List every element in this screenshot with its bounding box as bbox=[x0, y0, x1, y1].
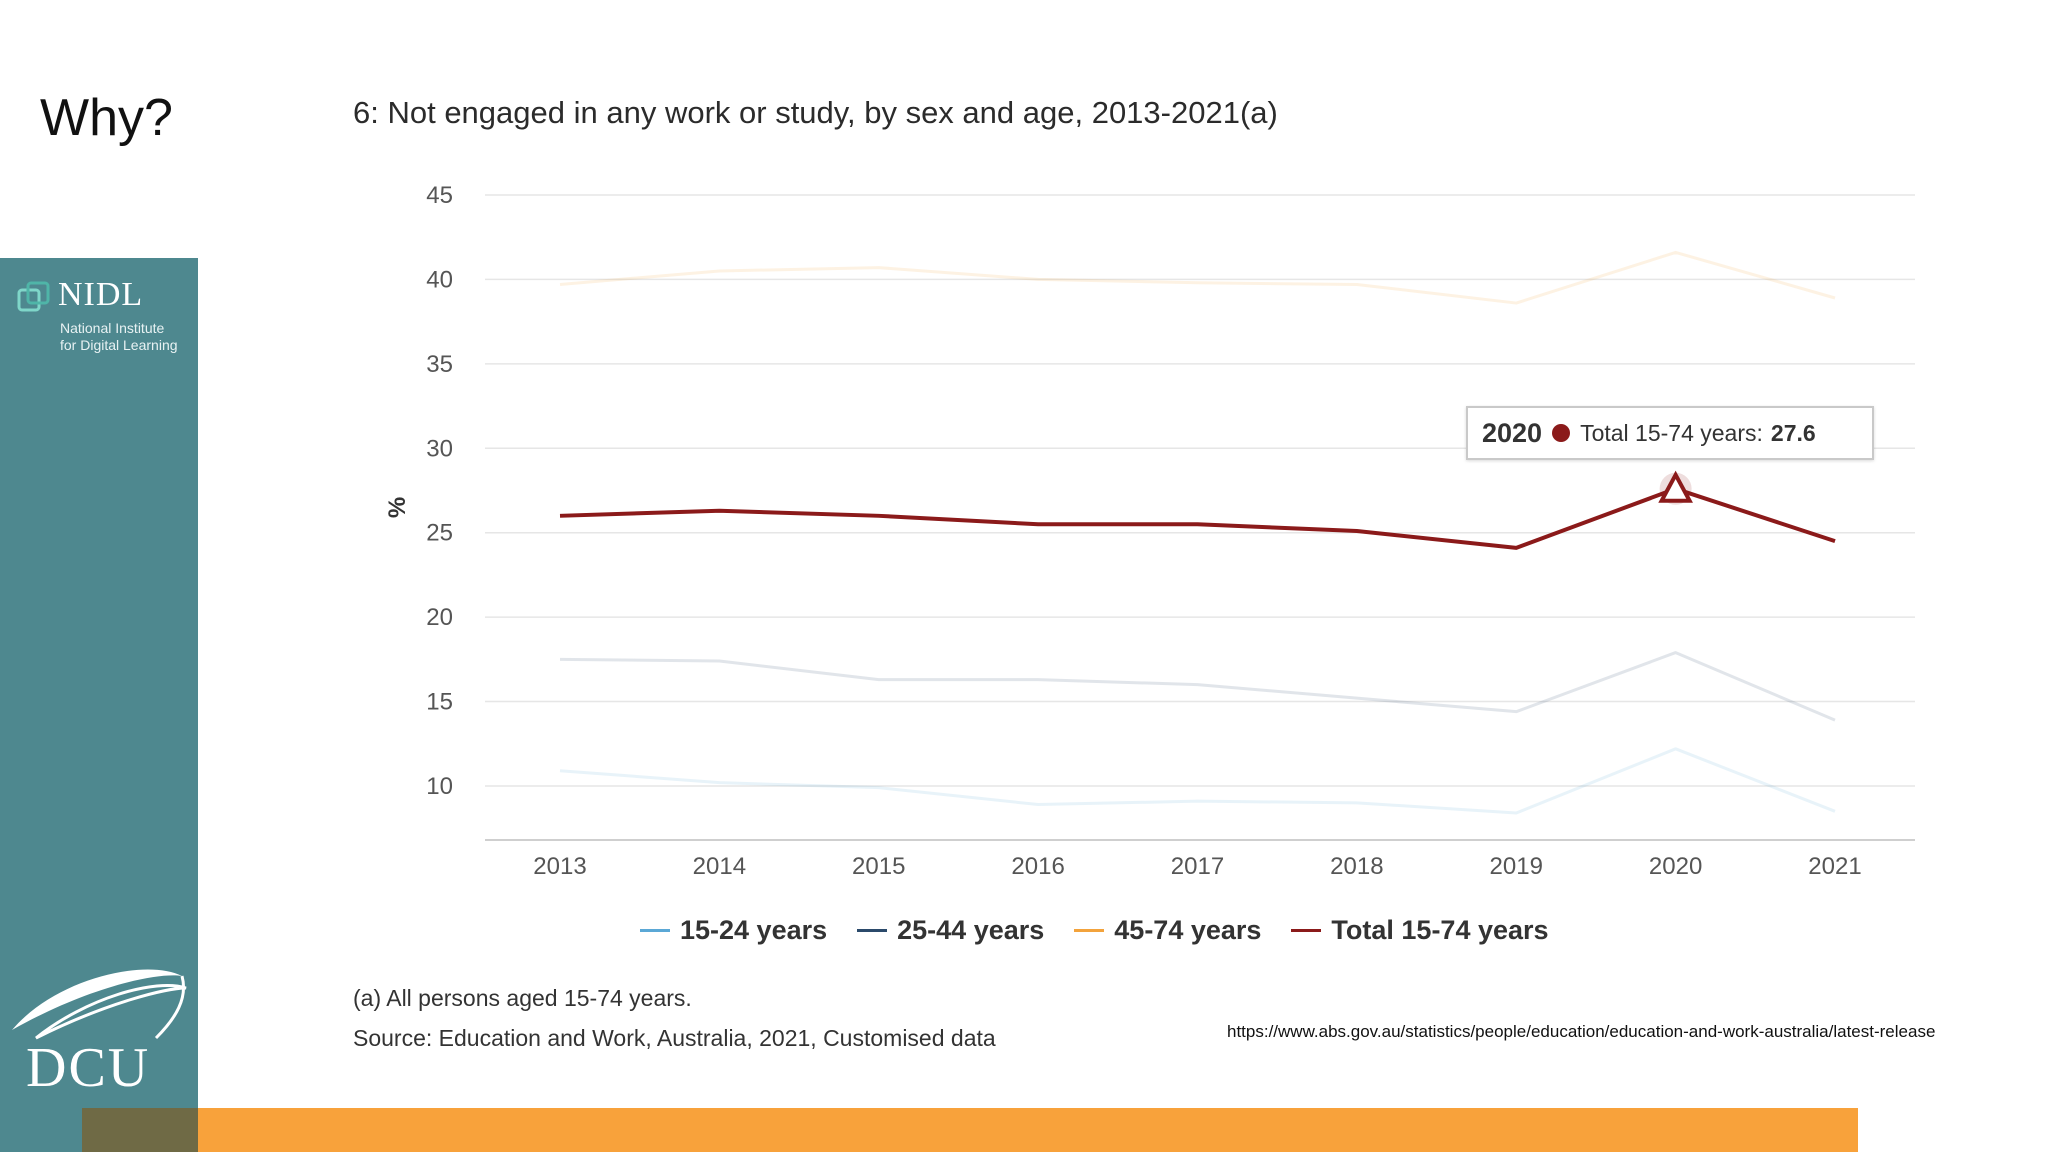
y-tick-label-15: 15 bbox=[426, 689, 453, 716]
legend-label: 15-24 years bbox=[680, 915, 828, 945]
legend-swatch bbox=[1291, 929, 1322, 932]
x-tick-label-2014: 2014 bbox=[693, 853, 746, 880]
series-line-15-24-years bbox=[559, 747, 1836, 815]
x-tick-label-2016: 2016 bbox=[1011, 853, 1064, 880]
x-tick-label-2013: 2013 bbox=[533, 853, 586, 880]
y-tick-label-30: 30 bbox=[426, 435, 453, 462]
dcu-logo: DCU bbox=[6, 958, 192, 1099]
x-tick-label-2017: 2017 bbox=[1171, 853, 1224, 880]
dcu-name: DCU bbox=[26, 1037, 151, 1099]
legend-item[interactable]: 15-24 years bbox=[640, 915, 827, 946]
nidl-name: NIDL bbox=[58, 276, 144, 313]
y-axis-label: % bbox=[384, 497, 411, 518]
y-tick-label-35: 35 bbox=[426, 351, 453, 378]
tooltip-year: 2020 bbox=[1482, 417, 1543, 448]
chart-footnote: (a) All persons aged 15-74 years. bbox=[353, 985, 692, 1011]
tooltip-label: Total 15-74 years: bbox=[1580, 419, 1763, 446]
x-tick-label-2018: 2018 bbox=[1330, 853, 1383, 880]
legend-label: 25-44 years bbox=[897, 915, 1045, 945]
x-tick-label-2021: 2021 bbox=[1808, 853, 1861, 880]
tooltip-dot-icon bbox=[1552, 424, 1571, 442]
legend-item[interactable]: 45-74 years bbox=[1074, 915, 1261, 946]
legend-item[interactable]: 25-44 years bbox=[857, 915, 1044, 946]
series-line-total-15-74-years bbox=[559, 486, 1836, 550]
highlight-marker bbox=[1658, 470, 1693, 503]
series-line-25-44-years bbox=[559, 651, 1836, 722]
x-tick-label-2015: 2015 bbox=[852, 853, 905, 880]
legend-swatch bbox=[857, 929, 888, 932]
bottom-bar bbox=[198, 1108, 1858, 1152]
slide-title: Why? bbox=[40, 89, 173, 147]
legend-item[interactable]: Total 15-74 years bbox=[1291, 915, 1549, 946]
legend-label: Total 15-74 years bbox=[1331, 915, 1549, 945]
bottom-bar-dark bbox=[82, 1108, 198, 1152]
chart-title: 6: Not engaged in any work or study, by … bbox=[353, 95, 1278, 130]
y-tick-label-45: 45 bbox=[426, 182, 453, 209]
chart-tooltip: 2020 Total 15-74 years: 27.6 bbox=[1466, 406, 1874, 460]
y-tick-label-20: 20 bbox=[426, 604, 453, 631]
chart-source: Source: Education and Work, Australia, 2… bbox=[353, 1025, 996, 1051]
y-tick-label-25: 25 bbox=[426, 520, 453, 547]
nidl-logo-icon bbox=[17, 281, 50, 312]
legend-swatch bbox=[640, 929, 670, 932]
source-url[interactable]: https://www.abs.gov.au/statistics/people… bbox=[1227, 1022, 1936, 1041]
nidl-subtitle: National Institute for Digital Learning bbox=[60, 320, 178, 353]
legend-swatch bbox=[1074, 929, 1105, 932]
nidl-logo: NIDL National Institute for Digital Lear… bbox=[14, 276, 194, 366]
series-line-45-74-years bbox=[559, 250, 1836, 305]
y-tick-label-40: 40 bbox=[426, 266, 453, 293]
tooltip-value: 27.6 bbox=[1770, 419, 1816, 446]
legend-label: 45-74 years bbox=[1114, 915, 1262, 945]
sidebar: NIDL National Institute for Digital Lear… bbox=[0, 258, 198, 1152]
chart-legend: 15-24 years 25-44 years 45-74 years Total 1… bbox=[640, 915, 1549, 946]
dcu-swoosh-icon bbox=[12, 969, 187, 1040]
x-tick-label-2020: 2020 bbox=[1649, 853, 1702, 880]
x-tick-label-2019: 2019 bbox=[1490, 853, 1543, 880]
y-tick-label-10: 10 bbox=[426, 773, 453, 800]
line-chart: 10 15 20 25 30 35 40 45 2013 2014 2015 2016 2017 2018… bbox=[384, 182, 1915, 880]
